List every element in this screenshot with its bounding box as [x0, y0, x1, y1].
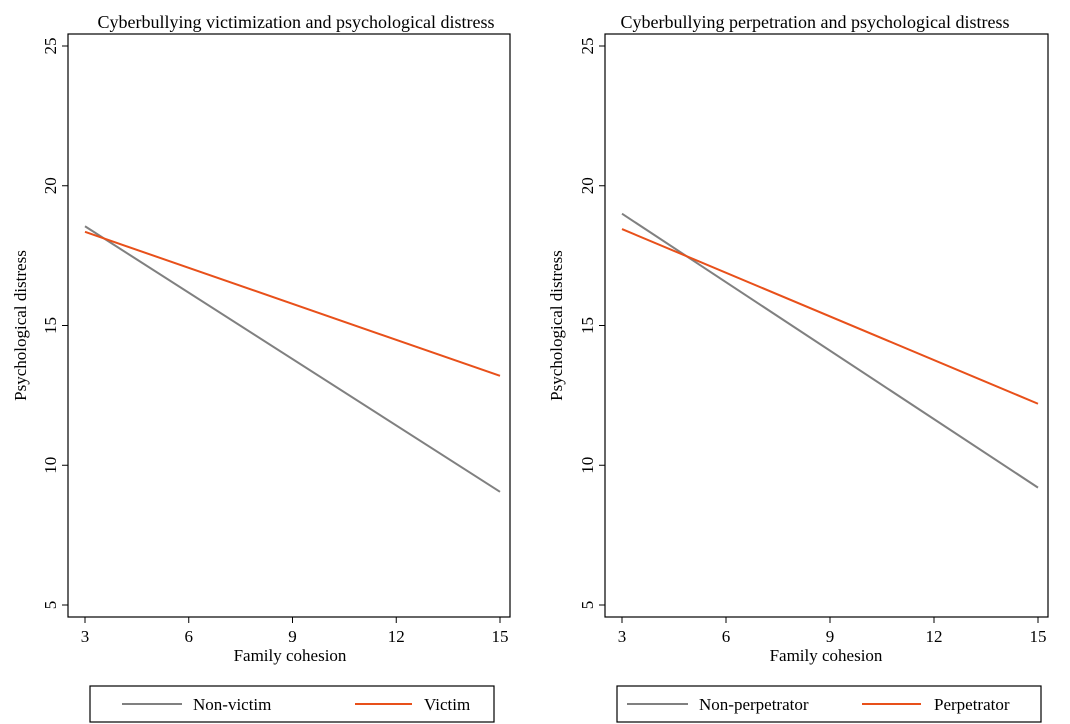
series-line-non-perpetrator	[621, 212, 1039, 489]
x-tick-label: 9	[288, 627, 297, 646]
legend: Non-victim Victim	[89, 685, 495, 723]
chart-title: Cyberbullying perpetration and psycholog…	[621, 12, 1010, 32]
y-tick-label: 10	[578, 457, 597, 474]
series-line-perpetrator	[621, 228, 1039, 405]
legend-label: Perpetrator	[934, 695, 1010, 714]
chart-title: Cyberbullying victimization and psycholo…	[98, 12, 495, 32]
legend: Non-perpetrator Perpetrator	[616, 685, 1042, 723]
legend-box	[616, 685, 1042, 723]
plot-frame	[67, 33, 511, 618]
y-tick-label: 5	[41, 601, 60, 610]
y-tick-label: 25	[41, 38, 60, 55]
y-tick-label: 15	[578, 317, 597, 334]
x-tick-label: 12	[926, 627, 943, 646]
y-axis-label: Psychological distress	[11, 250, 30, 401]
legend-label: Non-victim	[193, 695, 271, 714]
y-tick-label: 25	[578, 38, 597, 55]
series-line-non-victim	[84, 225, 501, 493]
y-axis-label: Psychological distress	[547, 250, 566, 401]
y-tick-label: 5	[578, 601, 597, 610]
plot-frame	[604, 33, 1049, 618]
x-axis-label: Family cohesion	[234, 646, 347, 665]
chart-panel-1: Cyberbullying victimization and psycholo…	[11, 12, 511, 723]
legend-label: Non-perpetrator	[699, 695, 809, 714]
x-tick-label: 9	[826, 627, 835, 646]
y-tick-label: 10	[41, 457, 60, 474]
x-tick-label: 3	[81, 627, 90, 646]
legend-label: Victim	[424, 695, 470, 714]
y-tick-label: 15	[41, 317, 60, 334]
x-tick-label: 6	[722, 627, 731, 646]
x-tick-label: 15	[492, 627, 509, 646]
legend-box	[89, 685, 495, 723]
x-axis-label: Family cohesion	[770, 646, 883, 665]
y-tick-label: 20	[41, 177, 60, 194]
y-tick-label: 20	[578, 177, 597, 194]
x-tick-label: 15	[1030, 627, 1047, 646]
chart-panel-2: Cyberbullying perpetration and psycholog…	[547, 12, 1049, 723]
series-line-victim	[84, 230, 501, 377]
x-tick-label: 12	[388, 627, 405, 646]
x-tick-label: 3	[618, 627, 627, 646]
x-tick-label: 6	[185, 627, 194, 646]
